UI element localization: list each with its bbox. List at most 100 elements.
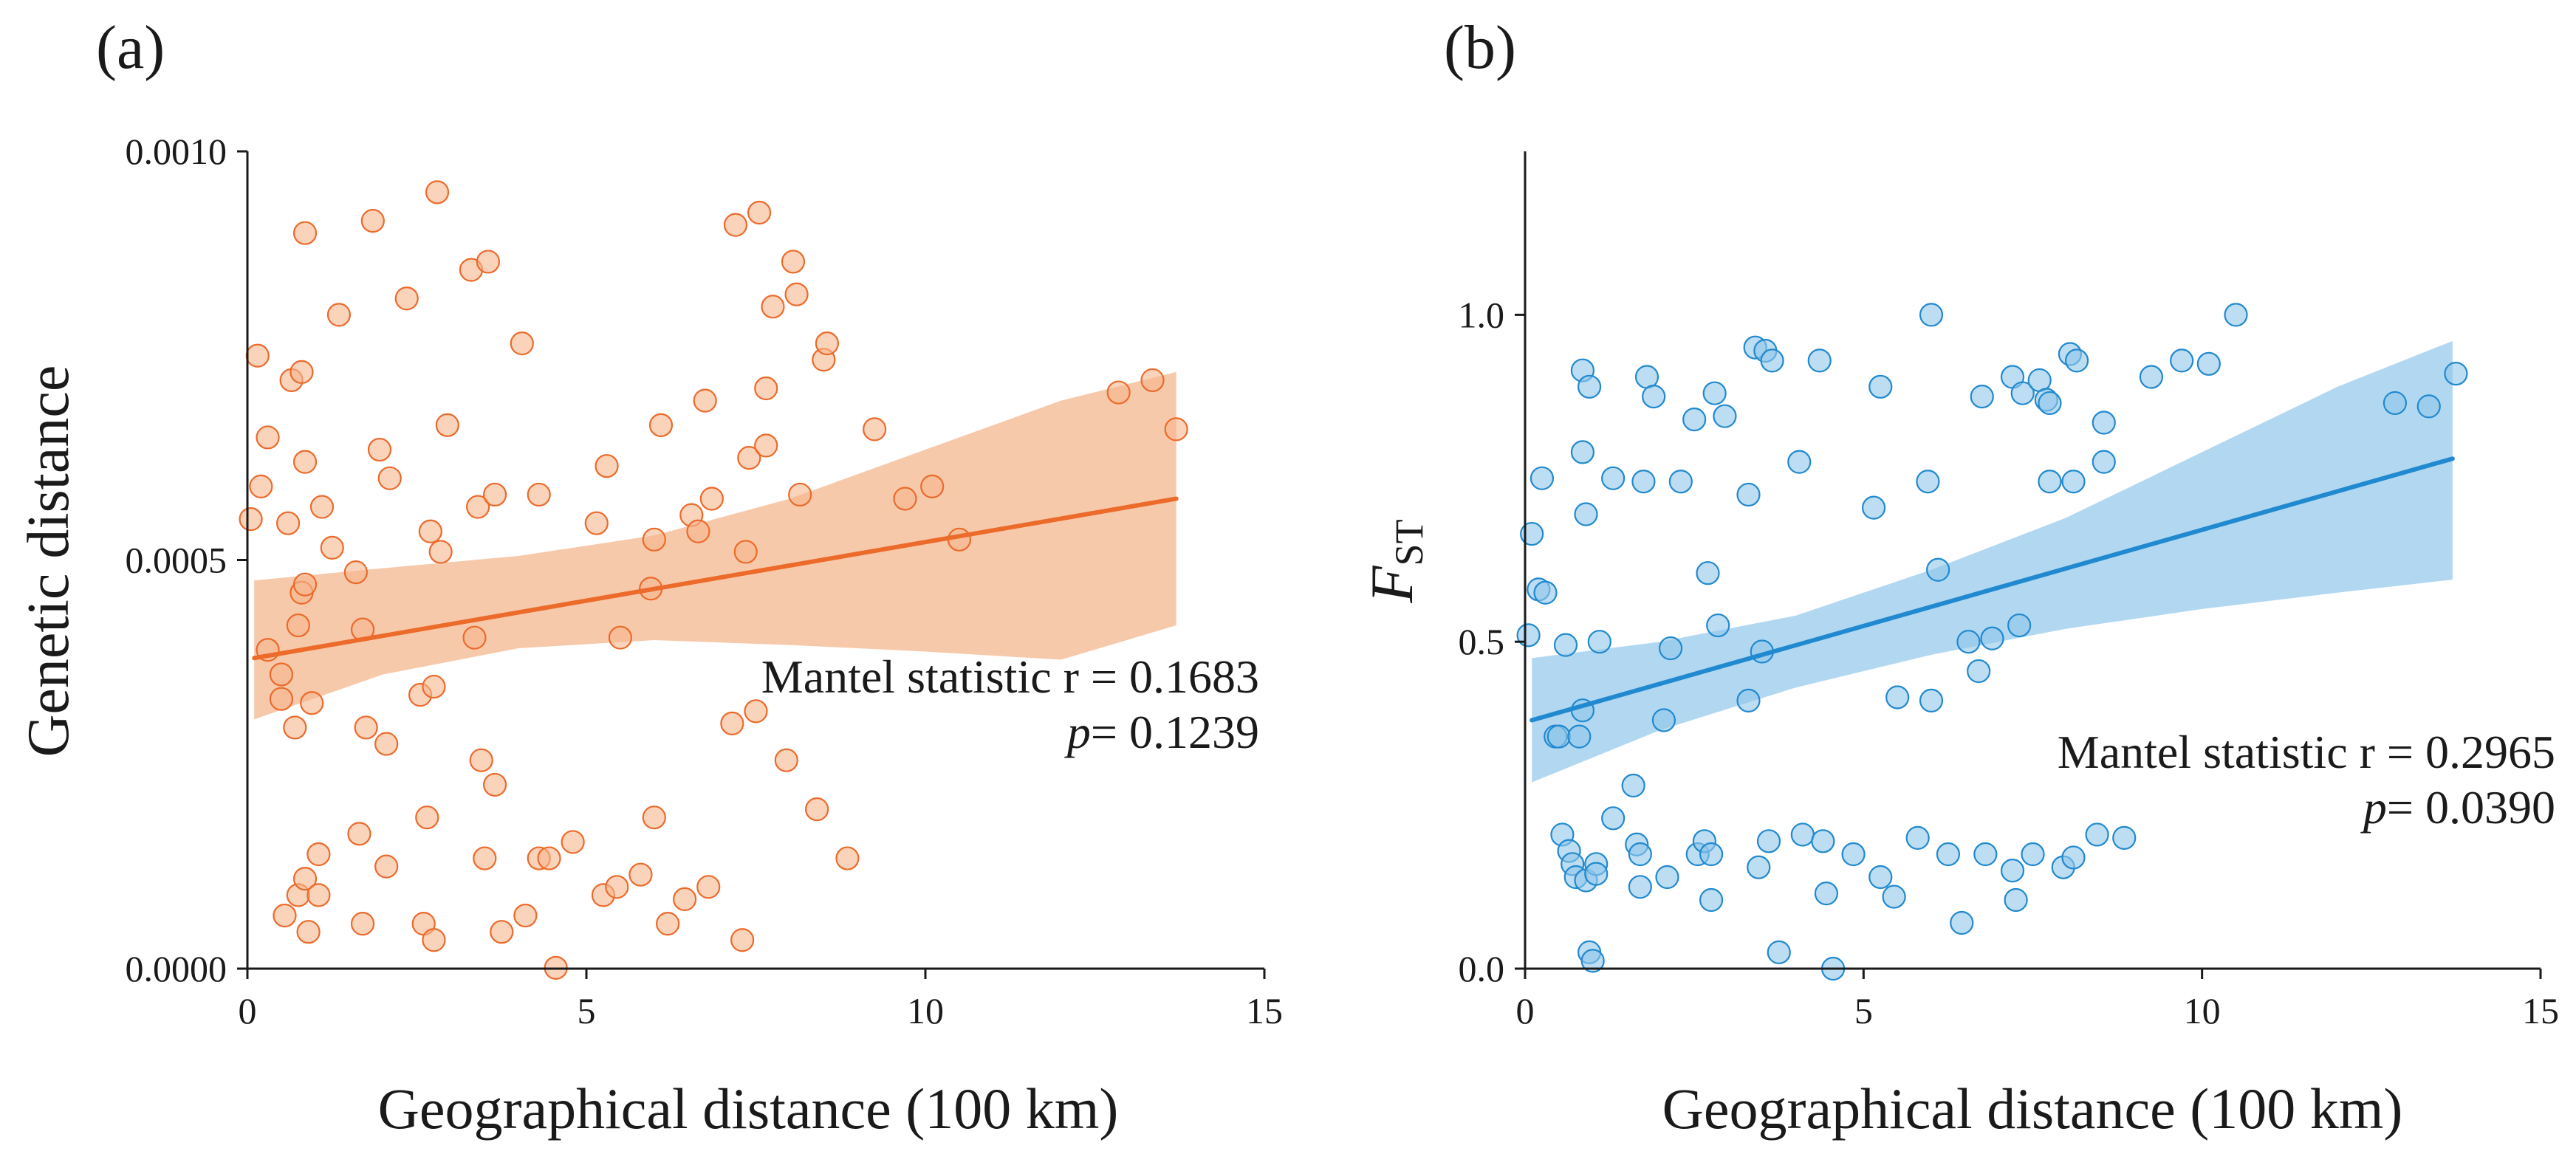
- panel-b-data-point: [1696, 561, 1720, 585]
- panel-b-data-point: [1702, 381, 1727, 405]
- panel-a-data-point: [394, 286, 419, 311]
- panel-a-x-tick-label: 0: [239, 990, 257, 1031]
- panel-b-data-point: [2196, 351, 2221, 376]
- panel-a-data-point: [642, 527, 666, 552]
- panel-b-data-point: [2061, 470, 2086, 494]
- panel-a-data-point: [418, 519, 442, 543]
- panel-b-data-point: [1520, 521, 1544, 546]
- panel-a-data-point: [673, 887, 697, 912]
- panel-a-data-point: [422, 928, 446, 952]
- panel-a-data-point: [584, 511, 609, 535]
- panel-b-data-point: [1577, 374, 1602, 399]
- panel-a-data-point: [473, 846, 497, 870]
- panel-a-x-tick-label: 10: [907, 990, 944, 1031]
- panel-a-data-point: [275, 511, 301, 535]
- panel-a-y-axis-title: Genetic distance: [16, 365, 81, 758]
- panel-b-data-point: [2000, 859, 2025, 883]
- panel-a-data-point: [1164, 417, 1188, 442]
- panel-b-data-point: [1587, 630, 1611, 654]
- panel-b-data-point: [1956, 630, 1981, 654]
- panel-b-mantel-statistic: Mantel statistic r = 0.2965: [2058, 726, 2555, 778]
- panel-b-data-point: [1530, 466, 1555, 490]
- panel-b-data-point: [1736, 688, 1761, 713]
- panel-a-data-point: [648, 413, 674, 437]
- panel-b-data-point: [1936, 842, 1961, 867]
- panel-a-data-point: [893, 487, 917, 511]
- panel-b-y-title-sub: ST: [1387, 519, 1431, 566]
- panel-b-data-point: [1658, 636, 1683, 661]
- panel-a-data-point: [720, 711, 744, 736]
- panel-b-data-point: [1905, 825, 1930, 850]
- panel-a-data-point: [239, 507, 263, 532]
- panel-b-data-point: [1601, 806, 1626, 831]
- panel-b-p-symbol: p: [2360, 781, 2387, 834]
- panel-a-data-point: [367, 437, 392, 462]
- panel-b-data-point: [1634, 365, 1659, 389]
- panel-b-data-point: [1787, 450, 1812, 474]
- panel-a-data-point: [605, 875, 629, 899]
- panel-b-data-point: [2027, 368, 2052, 393]
- panel-a-data-point: [863, 417, 887, 442]
- panel-a-data-point: [744, 699, 768, 724]
- panel-a-x-ticks: 0 5 10 15: [239, 969, 1283, 1031]
- panel-a-data-point: [754, 433, 778, 458]
- panel-b-data-point: [1699, 842, 1724, 867]
- panel-b-data-point: [1628, 842, 1652, 867]
- panel-a-mantel-statistic: Mantel statistic r = 0.1683: [761, 650, 1259, 703]
- panel-a-data-point: [482, 482, 507, 507]
- panel-b-data-point: [1533, 580, 1558, 605]
- panel-a-data-point: [537, 846, 561, 870]
- panel-a-data-point: [292, 572, 318, 597]
- panel-a-data-point: [781, 250, 806, 274]
- panel-a-data-point: [469, 748, 493, 772]
- panel-a-data-point: [805, 797, 829, 822]
- panel-b-y-tick-label: 1.0: [1459, 294, 1505, 335]
- panel-b-confidence-band: [1532, 340, 2453, 783]
- panel-b-data-point: [2444, 362, 2468, 386]
- panel-b-data-point: [1950, 910, 1974, 935]
- panel-b-data-point: [1973, 842, 1998, 867]
- panel-b-data-point: [2170, 348, 2194, 373]
- panel-a-data-point: [269, 687, 293, 711]
- panel-b-data-point: [1767, 940, 1791, 964]
- panel-a-y-tick-label: 0.0000: [126, 948, 227, 989]
- panel-b-x-tick-label: 5: [1854, 990, 1873, 1031]
- panel-b-data-point: [1655, 865, 1679, 890]
- panel-a-data-point: [747, 200, 772, 225]
- panel-b-data-point: [1668, 470, 1693, 494]
- panel-a-data-point: [320, 535, 344, 560]
- panel-b-data-point: [1516, 623, 1541, 647]
- panel-b-x-tick-label: 10: [2184, 990, 2221, 1031]
- panel-b: (b) 0 5 10 15 0.0 0.5 1.0 Geographical distan…: [1358, 13, 2559, 1141]
- panel-a-data-point: [595, 454, 619, 478]
- panel-a-data-point: [377, 466, 402, 490]
- panel-a-data-point: [733, 540, 758, 564]
- panel-b-x-ticks: 0 5 10 15: [1516, 969, 2559, 1031]
- panel-a-data-point: [774, 748, 798, 772]
- panel-a-data-point: [435, 413, 459, 437]
- panel-a-data-point: [482, 772, 507, 797]
- panel-a-data-point: [466, 495, 490, 519]
- panel-b-data-point: [1553, 633, 1578, 657]
- panel-a-data-point: [730, 928, 755, 952]
- panel-b-data-point: [2061, 845, 2086, 870]
- panel-a-data-point: [292, 867, 318, 891]
- panel-a-data-point: [415, 805, 439, 830]
- panel-a-data-point: [696, 875, 721, 899]
- panel-b-data-point: [1682, 407, 1707, 432]
- panel-a-data-point: [306, 842, 331, 867]
- panel-a-data-point: [326, 303, 352, 327]
- panel-b-data-point: [2038, 391, 2062, 416]
- panel-b-data-point: [1868, 865, 1893, 890]
- panel-a-label: (a): [96, 13, 165, 82]
- panel-b-axes: [1524, 151, 2541, 970]
- panel-a-data-point: [754, 376, 778, 401]
- panel-b-p-value: = 0.0390: [2387, 781, 2555, 834]
- panel-a-data-point: [642, 805, 666, 830]
- panel-b-y-axis-title: FST: [1358, 519, 1431, 603]
- panel-b-label: (b): [1444, 13, 1516, 82]
- panel-a-data-point: [561, 830, 585, 854]
- panel-b-data-point: [1967, 659, 1991, 684]
- panel-a-data-point: [245, 343, 270, 368]
- panel-a-data-point: [343, 560, 368, 585]
